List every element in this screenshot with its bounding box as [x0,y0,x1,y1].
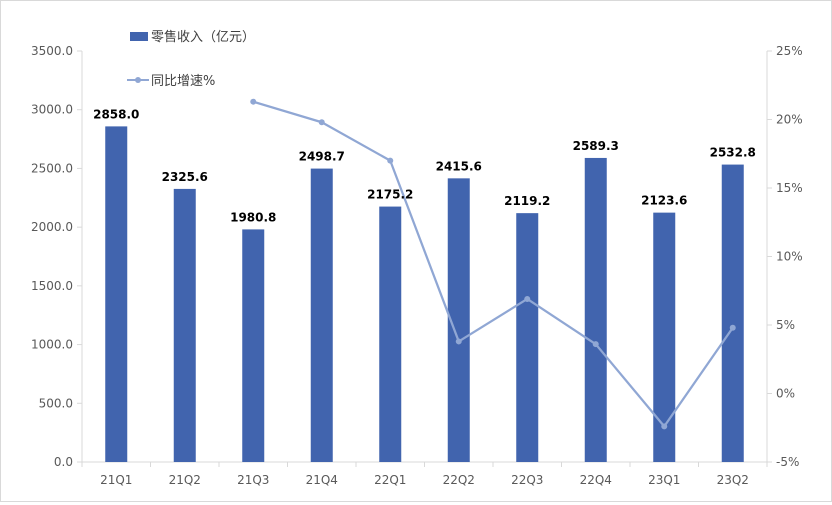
legend-label-line: 同比增速% [151,74,215,89]
bar [105,126,128,462]
y-right-tick-label: -5% [776,455,799,469]
bar-data-label: 2858.0 [93,107,139,121]
bar [516,213,539,462]
y-right-tick-label: 10% [776,250,803,264]
y-left-tick-label: 2500.0 [31,161,73,175]
line-point [250,98,257,105]
bar-data-label: 1980.8 [230,210,276,224]
legend-swatch-bar [130,32,148,41]
line-point [387,157,394,164]
legend-label-bar: 零售收入（亿元） [151,29,255,45]
bar [721,164,744,463]
line-point [592,341,599,348]
bar-data-label: 2325.6 [162,170,208,184]
bar-data-label: 2532.8 [710,146,756,160]
bar [242,229,265,462]
axes: 0.0 500.0 1000.0 1500.0 2000.0 2500.0 3000.0 35… [31,44,803,487]
x-tick-label: 21Q3 [237,473,269,487]
x-tick-label: 21Q2 [169,473,201,487]
x-tick-label: 22Q4 [580,473,612,487]
bar-data-label: 2123.6 [641,194,687,208]
y-left-tick-label: 1500.0 [31,279,73,293]
legend-swatch-marker [135,77,141,83]
bar-data-label: 2175.2 [367,188,413,202]
line-point [729,324,736,331]
growth-line [252,100,734,428]
x-tick-label: 22Q3 [511,473,543,487]
bar-data-label: 2498.7 [299,150,345,164]
y-right-tick-label: 15% [776,181,803,195]
bar [173,188,196,462]
x-tick-label: 22Q1 [374,473,406,487]
legend: 零售收入（亿元） 同比增速% [127,29,255,89]
bar-data-label: 2119.2 [504,194,550,208]
y-right-tick-label: 5% [776,318,795,332]
y-right-tick-label: 25% [776,44,803,58]
bar-data-label: 2589.3 [573,139,619,153]
y-left-tick-label: 3500.0 [31,44,73,58]
data-labels: 2858.0 2325.6 1980.8 2498.7 2175.2 2415.6 2119… [93,107,756,224]
line-point [661,423,668,430]
bar [584,157,607,462]
line-point [524,295,531,302]
x-tick-label: 21Q1 [100,473,132,487]
x-tick-label: 21Q4 [306,473,338,487]
y-left-tick-label: 3000.0 [31,103,73,117]
line-series [250,98,736,430]
y-left-tick-label: 2000.0 [31,220,73,234]
bar-data-label: 2415.6 [436,159,482,173]
y-right-tick-label: 20% [776,113,803,127]
y-left-tick-label: 500.0 [39,396,73,410]
bar [310,168,333,462]
y-right-tick-label: 0% [776,387,795,401]
line-point [455,338,462,345]
bar-series [105,126,744,463]
x-tick-label: 22Q2 [443,473,475,487]
bar [379,206,402,462]
y-left-tick-label: 1000.0 [31,338,73,352]
x-tick-label: 23Q2 [717,473,749,487]
x-tick-label: 23Q1 [648,473,680,487]
bar [447,178,470,462]
y-left-tick-label: 0.0 [54,455,73,469]
bar [653,212,676,462]
line-point [318,119,325,126]
